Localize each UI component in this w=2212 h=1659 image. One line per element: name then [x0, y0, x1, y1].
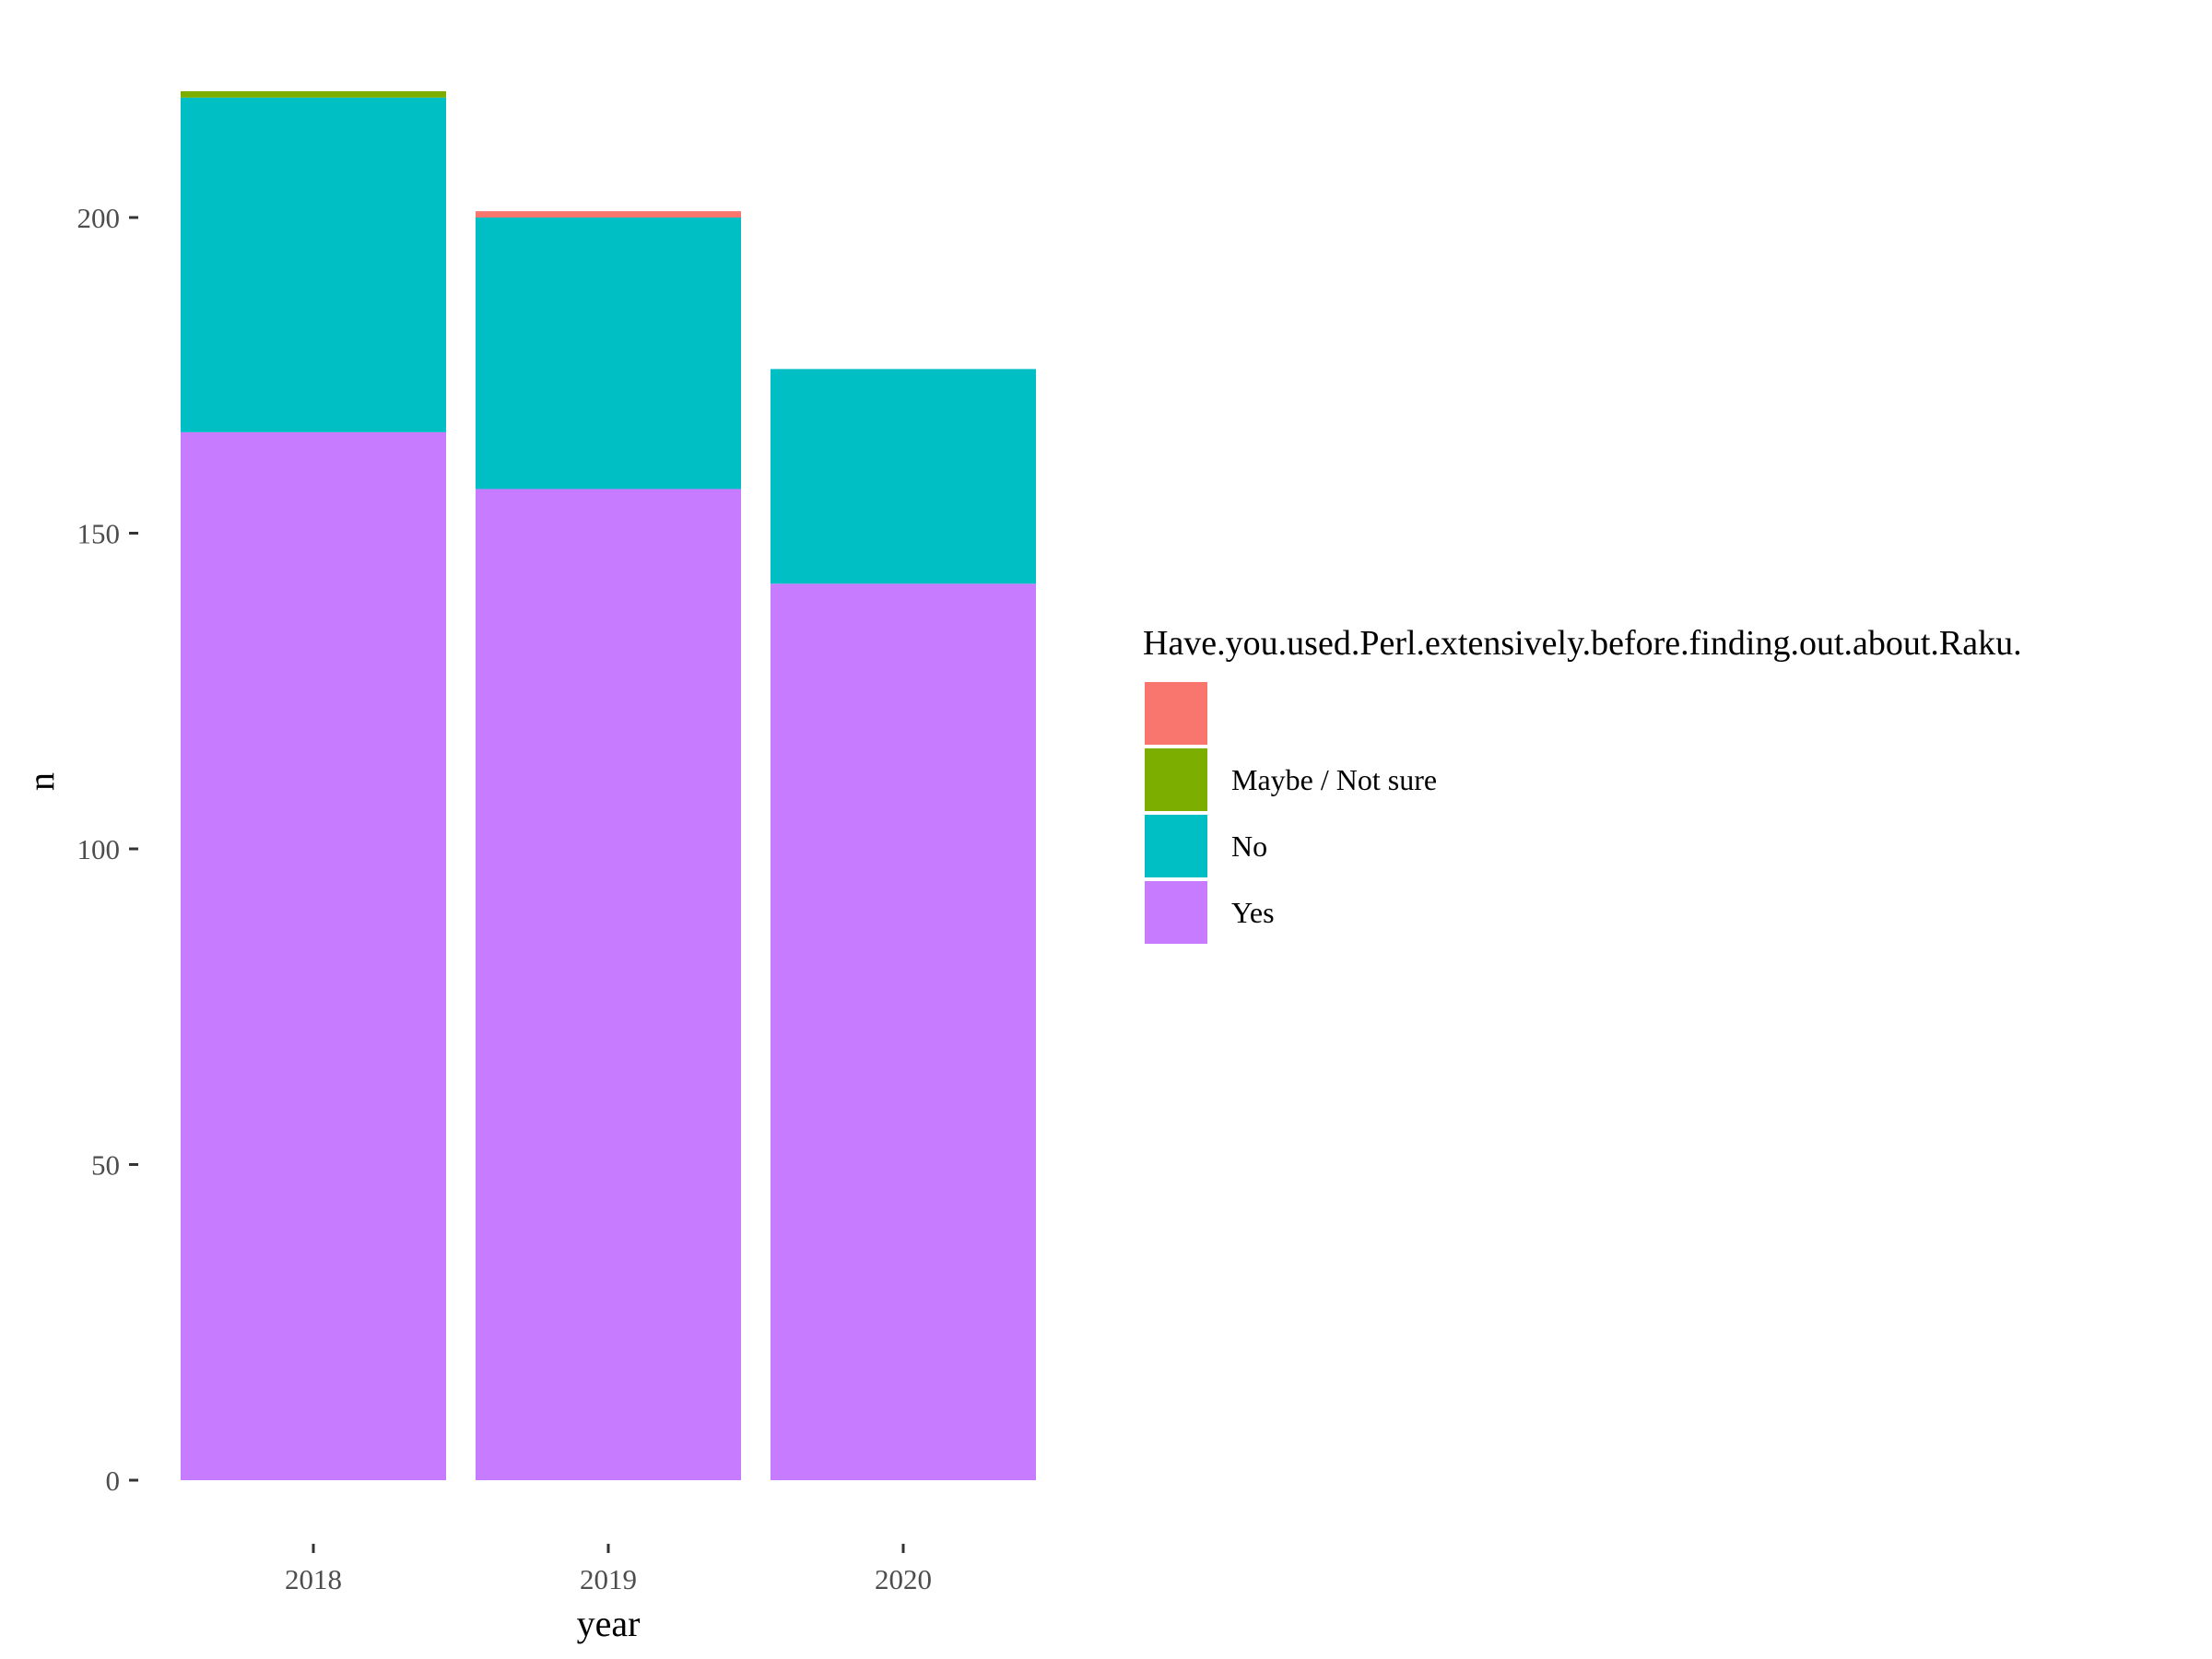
legend-key-2 [1145, 815, 1207, 877]
legend-label-1: Maybe / Not sure [1231, 763, 1437, 796]
bar-2018-series-0 [181, 431, 446, 1480]
x-axis-title: year [577, 1603, 641, 1644]
y-tick-label: 50 [91, 1149, 120, 1182]
bar-2020-series-0 [771, 583, 1036, 1480]
y-axis-title: n [20, 772, 62, 791]
legend-label-3: Yes [1231, 896, 1275, 929]
legend: Maybe / Not sure No Yes [1145, 682, 1437, 944]
y-tick-label: 0 [106, 1465, 121, 1497]
bar-2019-series-0 [476, 488, 741, 1480]
bar-2019-series-3 [476, 211, 741, 218]
bar-2020-series-1 [771, 369, 1036, 584]
bar-2018-series-1 [181, 97, 446, 432]
x-tick-label: 2019 [580, 1563, 637, 1595]
legend-key-3 [1145, 881, 1207, 944]
bar-2018-series-2 [181, 91, 446, 98]
legend-title: Have.you.used.Perl.extensively.before.fi… [1143, 624, 2022, 663]
legend-key-0 [1145, 682, 1207, 745]
y-axis: 0 50 100 150 200 [77, 202, 138, 1497]
bar-2019-series-1 [476, 218, 741, 489]
legend-label-2: No [1231, 830, 1267, 863]
y-tick-label: 150 [77, 518, 121, 550]
legend-key-1 [1145, 748, 1207, 811]
x-tick-label: 2018 [285, 1563, 342, 1595]
bars-layer [181, 91, 1036, 1480]
y-tick-label: 200 [77, 202, 121, 234]
y-tick-label: 100 [77, 833, 121, 865]
x-axis: 2018 2019 2020 [285, 1544, 932, 1595]
x-tick-label: 2020 [875, 1563, 932, 1595]
